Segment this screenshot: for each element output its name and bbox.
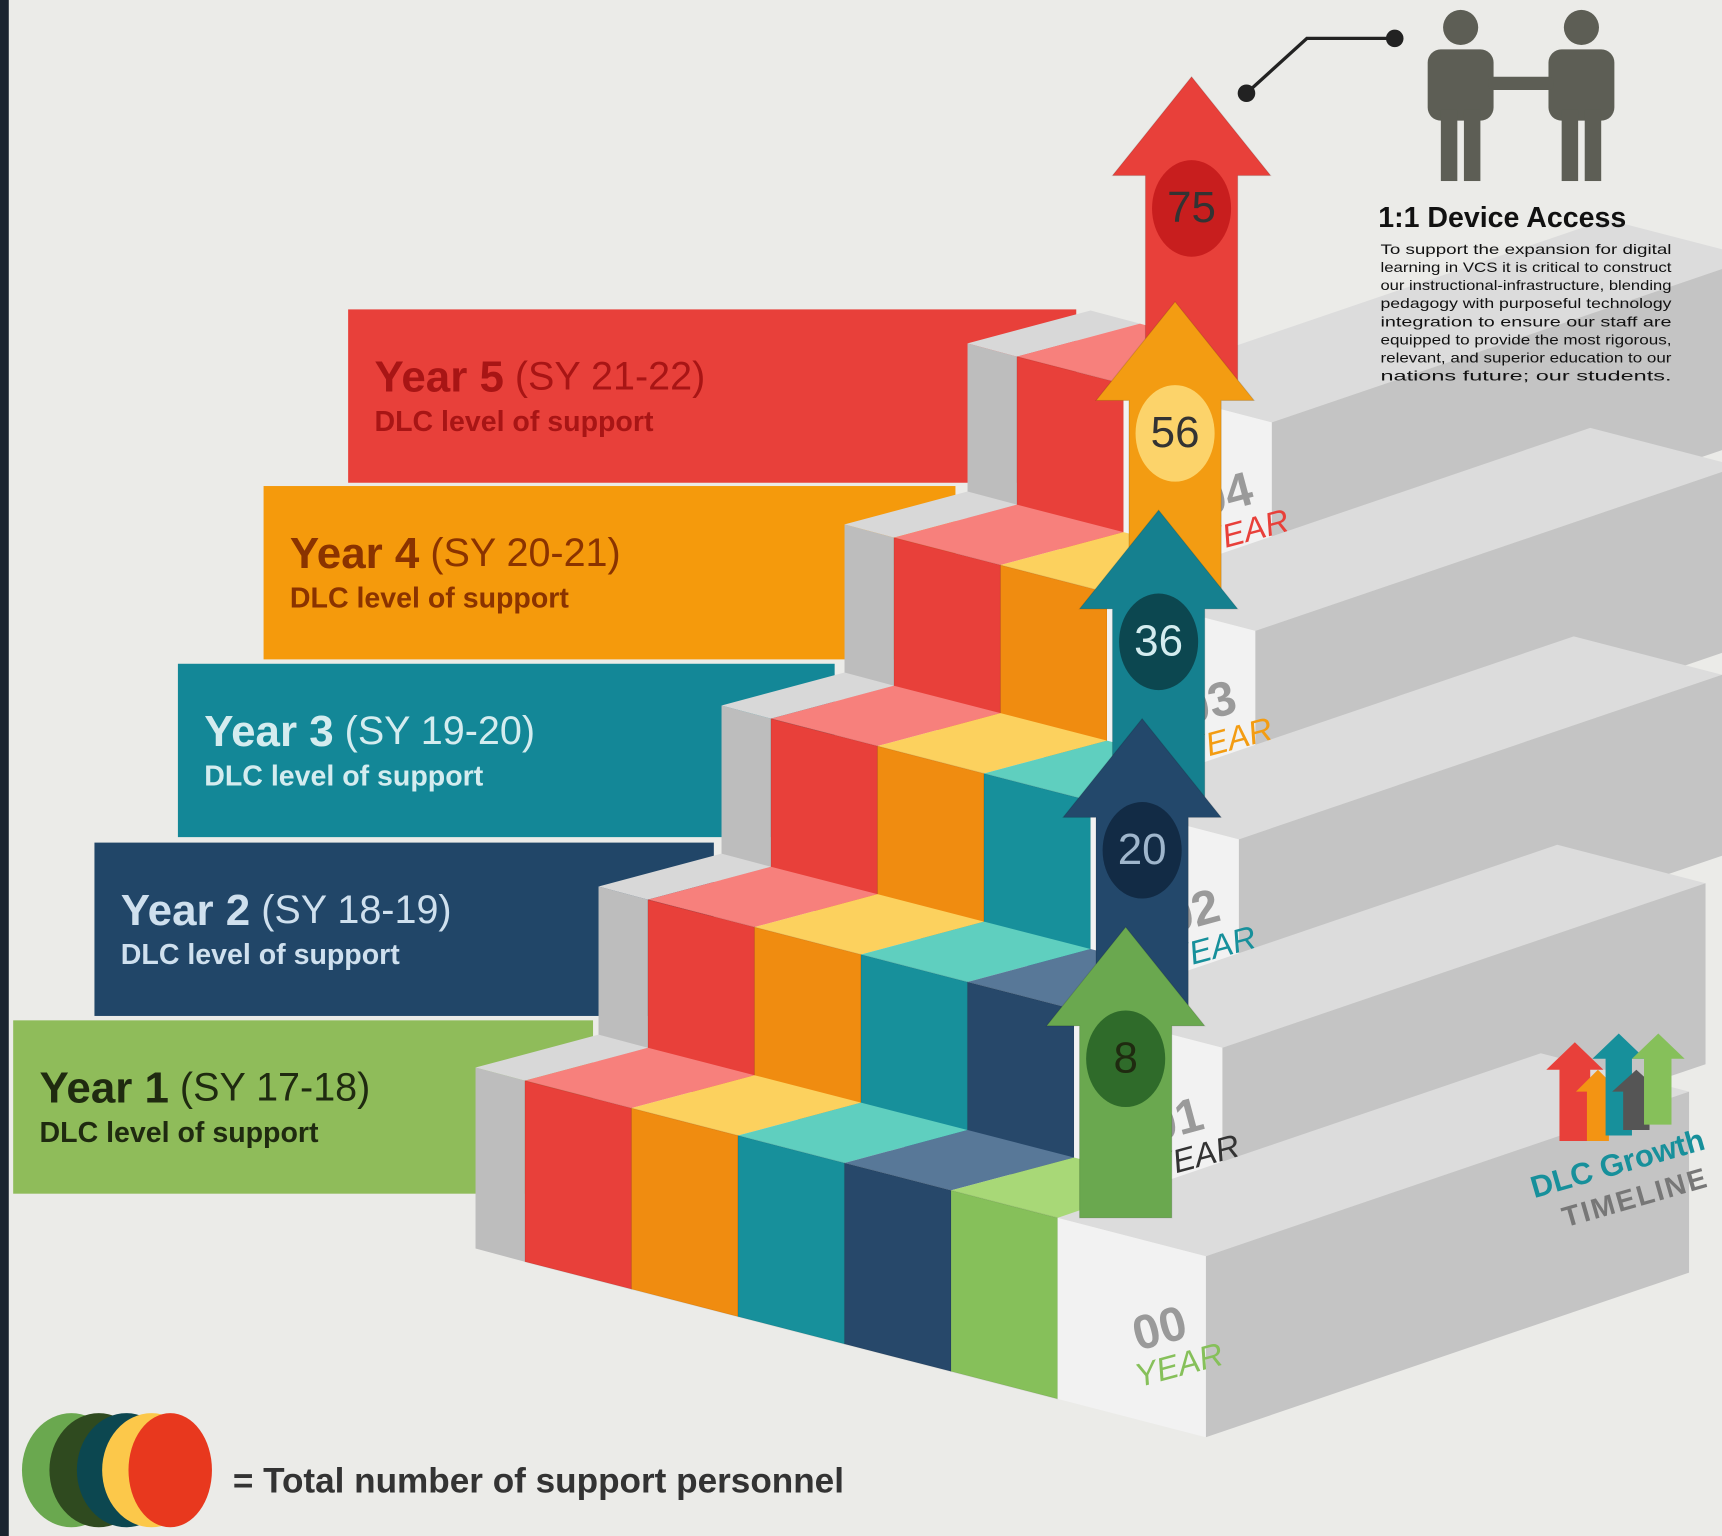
block-top <box>754 894 984 955</box>
slab-top <box>1057 1053 1690 1257</box>
year-title: Year 2 (SY 18-19) <box>121 885 452 934</box>
step-side-top <box>721 672 894 719</box>
device-text-line: nations future; our students. <box>1380 369 1671 385</box>
count-label: 75 <box>1167 183 1216 232</box>
slab-top <box>1074 844 1706 1048</box>
count-circle <box>1119 593 1199 691</box>
connector-dot <box>1237 84 1256 103</box>
year-subtitle: DLC level of support <box>374 406 653 438</box>
slab-front <box>1057 1217 1206 1438</box>
step-side <box>967 343 1017 538</box>
year-period: (SY 21-22) <box>515 355 705 399</box>
year-subtitle: DLC level of support <box>121 939 400 971</box>
step-side-top <box>598 853 771 900</box>
block-front <box>950 1189 1059 1400</box>
step-side <box>598 886 648 1081</box>
slab-side <box>1205 1091 1690 1438</box>
device-text-line: learning in VCS it is critical to constr… <box>1380 260 1671 276</box>
year-banner <box>263 486 956 660</box>
year-subtitle: DLC level of support <box>40 1117 319 1149</box>
connector-dot <box>1385 29 1404 48</box>
device-text-line: To support the expansion for digital <box>1380 242 1671 258</box>
block-front <box>630 1107 739 1318</box>
block-front <box>737 1134 846 1345</box>
count-circle <box>1152 160 1232 257</box>
people-icon <box>1427 9 1615 182</box>
step-side <box>844 524 894 719</box>
step-side-top <box>475 1034 648 1081</box>
year-name: Year 1 <box>40 1063 169 1112</box>
device-text-line: our instructional-infrastructure, blendi… <box>1380 278 1671 294</box>
count-circle <box>1135 385 1215 482</box>
block-top <box>738 1102 968 1163</box>
device-access: 1:1 Device Access To support the expansi… <box>1237 9 1673 385</box>
count-label: 20 <box>1118 825 1167 874</box>
step-side <box>721 705 771 900</box>
device-heading: 1:1 Device Access <box>1378 202 1626 234</box>
block-top <box>877 713 1107 774</box>
device-text-line: relevant, and superior education to our <box>1380 351 1671 367</box>
slab-top <box>1107 427 1722 631</box>
device-text-line: integration to ensure our staff are <box>1380 314 1671 330</box>
year-name: Year 2 <box>121 885 250 934</box>
legend: = Total number of support personnel <box>21 1413 844 1528</box>
slab-top <box>1090 636 1722 840</box>
step-side-top <box>967 310 1140 357</box>
block-top <box>844 1130 1075 1191</box>
block-front <box>524 1079 633 1290</box>
year-subtitle: DLC level of support <box>204 760 483 792</box>
year-period: (SY 18-19) <box>261 888 451 932</box>
year-name: Year 5 <box>374 352 503 401</box>
year-title: Year 4 (SY 20-21) <box>290 529 621 578</box>
block-top <box>893 504 1124 566</box>
slab-top <box>1123 219 1722 423</box>
year-banner <box>348 309 1077 483</box>
year-name: Year 4 <box>290 529 420 578</box>
year-period: (SY 19-20) <box>345 709 535 753</box>
legend-text: = Total number of support personnel <box>233 1462 844 1501</box>
step-side-top <box>844 491 1017 538</box>
year-name: Year 3 <box>204 707 333 756</box>
block-top <box>524 1047 755 1109</box>
device-text-line: pedagogy with purposeful technology <box>1380 296 1672 312</box>
left-edge <box>0 0 9 1536</box>
count-label: 8 <box>1113 1034 1137 1083</box>
block-top <box>861 921 1091 982</box>
count-label: 56 <box>1151 408 1200 457</box>
connector <box>1245 36 1395 95</box>
count-label: 36 <box>1134 617 1183 666</box>
block-top <box>647 866 878 928</box>
device-text-line: equipped to provide the most rigorous, <box>1380 332 1671 348</box>
year-subtitle: DLC level of support <box>290 583 569 615</box>
step-side <box>475 1067 525 1262</box>
year-title: Year 5 (SY 21-22) <box>374 352 705 401</box>
count-circle <box>1086 1010 1166 1108</box>
year-title: Year 3 (SY 19-20) <box>204 707 535 756</box>
year-title: Year 1 (SY 17-18) <box>40 1063 371 1112</box>
year-period: (SY 17-18) <box>180 1066 370 1110</box>
year-period: (SY 20-21) <box>430 532 620 576</box>
legend-swatch <box>128 1413 212 1528</box>
block-top <box>770 685 1001 747</box>
count-circle <box>1102 802 1182 899</box>
block-top <box>631 1075 861 1136</box>
block-front <box>843 1162 952 1373</box>
logo-arrows <box>1546 1033 1685 1142</box>
